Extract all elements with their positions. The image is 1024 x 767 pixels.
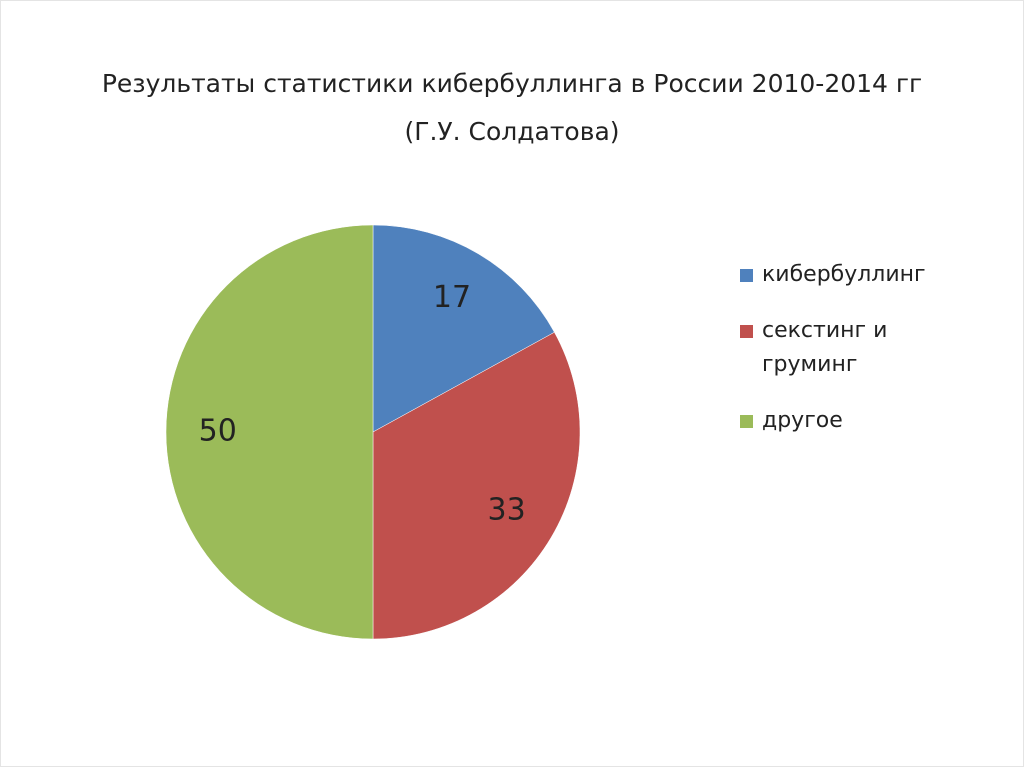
data-label: 33 (488, 493, 526, 528)
legend-swatch (740, 325, 753, 338)
data-label: 17 (433, 280, 471, 315)
legend-swatch (740, 269, 753, 282)
pie-slice (372, 331, 581, 640)
legend-item: секстинг и груминг (740, 314, 920, 382)
chart-subtitle: (Г.У. Солдатова) (404, 117, 619, 146)
legend-label: другое (762, 408, 843, 433)
legend-item: кибербуллинг (740, 258, 926, 292)
legend-label: кибербуллинг (762, 262, 926, 287)
pie-slice (372, 224, 555, 433)
legend-item: другое (740, 404, 920, 438)
legend-swatch (740, 415, 753, 428)
pie-slice (165, 224, 374, 640)
legend-label: секстинг и груминг (762, 318, 888, 377)
legend: кибербуллинг секстинг и груминг другое (740, 258, 926, 460)
chart-title: Результаты статистики кибербуллинга в Ро… (102, 69, 922, 98)
data-label: 50 (199, 414, 237, 449)
